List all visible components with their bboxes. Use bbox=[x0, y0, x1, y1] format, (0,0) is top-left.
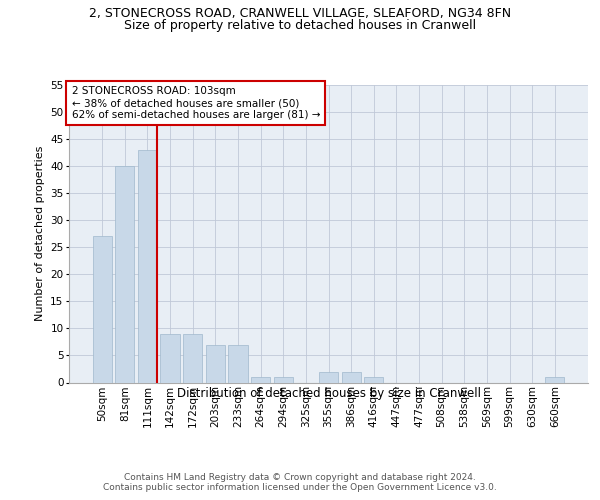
Bar bbox=[115, 166, 134, 382]
Text: Contains HM Land Registry data © Crown copyright and database right 2024.
Contai: Contains HM Land Registry data © Crown c… bbox=[103, 472, 497, 492]
Text: Size of property relative to detached houses in Cranwell: Size of property relative to detached ho… bbox=[124, 19, 476, 32]
Bar bbox=[319, 372, 338, 382]
Bar bbox=[206, 344, 225, 383]
Bar bbox=[251, 377, 270, 382]
Bar bbox=[274, 377, 293, 382]
Bar bbox=[364, 377, 383, 382]
Text: 2 STONECROSS ROAD: 103sqm
← 38% of detached houses are smaller (50)
62% of semi-: 2 STONECROSS ROAD: 103sqm ← 38% of detac… bbox=[71, 86, 320, 120]
Text: 2, STONECROSS ROAD, CRANWELL VILLAGE, SLEAFORD, NG34 8FN: 2, STONECROSS ROAD, CRANWELL VILLAGE, SL… bbox=[89, 8, 511, 20]
Y-axis label: Number of detached properties: Number of detached properties bbox=[35, 146, 44, 322]
Bar bbox=[138, 150, 157, 382]
Bar bbox=[92, 236, 112, 382]
Bar bbox=[183, 334, 202, 382]
Bar bbox=[545, 377, 565, 382]
Bar bbox=[160, 334, 180, 382]
Bar bbox=[229, 344, 248, 383]
Bar bbox=[341, 372, 361, 382]
Text: Distribution of detached houses by size in Cranwell: Distribution of detached houses by size … bbox=[177, 388, 481, 400]
